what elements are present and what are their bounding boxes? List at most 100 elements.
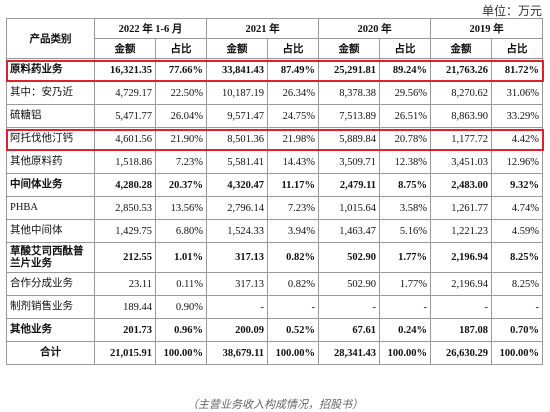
cell: 0.24% (379, 318, 431, 342)
cell: 1,518.86 (94, 150, 156, 174)
cell: 3,509.71 (318, 150, 380, 174)
cell: 4,280.28 (94, 173, 156, 197)
row-label: 原料药业务 (6, 58, 95, 82)
cell: 4.42% (491, 127, 543, 151)
cell: 3.94% (267, 219, 319, 243)
subheader: 金额 (94, 38, 156, 59)
cell: - (318, 295, 380, 319)
cell: 10,187.19 (206, 81, 268, 105)
cell: 20.37% (155, 173, 207, 197)
year-header: 2021 年 (206, 18, 319, 39)
row-label: 硫糖铝 (6, 104, 95, 128)
cell: 89.24% (379, 58, 431, 82)
cell: 8.25% (491, 272, 543, 296)
data-row: 合计 21,015.91 100.00% 38,679.11 100.00% 28,341… (6, 341, 543, 365)
cell: 187.08 (430, 318, 492, 342)
cell: - (267, 295, 319, 319)
header-row: 产品类别 2022 年 1-6 月 2021 年 2020 年 2019 年 (6, 18, 543, 59)
cell: 12.38% (379, 150, 431, 174)
cell: 5,581.41 (206, 150, 268, 174)
cell: 317.13 (206, 242, 268, 273)
cell: 21.90% (155, 127, 207, 151)
cell: 26,630.29 (430, 341, 492, 365)
cell: 14.43% (267, 150, 319, 174)
cell: 1,463.47 (318, 219, 380, 243)
cell: 4.59% (491, 219, 543, 243)
cell: 7.23% (155, 150, 207, 174)
cell: 8.75% (379, 173, 431, 197)
cell: 0.11% (155, 272, 207, 296)
data-row: 其他中间体 1,429.75 6.80% 1,524.33 3.94% 1,463.47 5… (6, 219, 543, 243)
row-label: 阿托伐他汀钙 (6, 127, 95, 151)
cell: 77.66% (155, 58, 207, 82)
cell: 9,571.47 (206, 104, 268, 128)
cell: 26.04% (155, 104, 207, 128)
cell: 100.00% (155, 341, 207, 365)
subheader: 占比 (267, 38, 319, 59)
cell: 1.77% (379, 242, 431, 273)
cell: 317.13 (206, 272, 268, 296)
cell: 5,471.77 (94, 104, 156, 128)
data-row: 草酸艾司西酞普兰片业务 212.55 1.01% 317.13 0.82% 502.90 1… (6, 242, 543, 273)
cell: 2,479.11 (318, 173, 380, 197)
cell: 1,015.64 (318, 196, 380, 220)
cell: 0.96% (155, 318, 207, 342)
row-label: 中间体业务 (6, 173, 95, 197)
data-row: 其他原料药 1,518.86 7.23% 5,581.41 14.43% 3,509.71… (6, 150, 543, 174)
year-header: 2019 年 (430, 18, 543, 39)
cell: 21.98% (267, 127, 319, 151)
cell: 502.90 (318, 242, 380, 273)
cell: 8,270.62 (430, 81, 492, 105)
data-row: 原料药业务 16,321.35 77.66% 33,841.43 87.49% 25,29… (6, 58, 543, 82)
cell: - (491, 295, 543, 319)
cell: 22.50% (155, 81, 207, 105)
cell: 8.25% (491, 242, 543, 273)
cell: 4.74% (491, 196, 543, 220)
cell: 1.77% (379, 272, 431, 296)
subheader: 金额 (318, 38, 380, 59)
cell: 81.72% (491, 58, 543, 82)
cell: 12.96% (491, 150, 543, 174)
cell: 26.34% (267, 81, 319, 105)
cell: 2,196.94 (430, 272, 492, 296)
cell: 7.23% (267, 196, 319, 220)
row-label: 其他中间体 (6, 219, 95, 243)
cell: 21,763.26 (430, 58, 492, 82)
cell: 2,850.53 (94, 196, 156, 220)
cell: 31.06% (491, 81, 543, 105)
cell: 4,320.47 (206, 173, 268, 197)
cell: 11.17% (267, 173, 319, 197)
subheader: 占比 (155, 38, 207, 59)
cell: 2,483.00 (430, 173, 492, 197)
cell: 13.56% (155, 196, 207, 220)
data-row: 其中：安乃近 4,729.17 22.50% 10,187.19 26.34% 8,378… (6, 81, 543, 105)
row-label: 合作分成业务 (6, 272, 95, 296)
subheader-row: 金额 占比 金额 占比 金额 占比 金额 占比 (7, 38, 543, 59)
cell: 33,841.43 (206, 58, 268, 82)
row-label: 其他原料药 (6, 150, 95, 174)
cell: 7,513.89 (318, 104, 380, 128)
cell: 212.55 (94, 242, 156, 273)
data-row: 中间体业务 4,280.28 20.37% 4,320.47 11.17% 2,479.1… (6, 173, 543, 197)
cell: 23.11 (94, 272, 156, 296)
row-label: 合计 (6, 341, 95, 365)
caption: （主营业务收入构成情况，招股书） (187, 398, 363, 411)
cell: 21,015.91 (94, 341, 156, 365)
cell: 4,729.17 (94, 81, 156, 105)
cell: 6.80% (155, 219, 207, 243)
cell: 3.58% (379, 196, 431, 220)
cell: 9.32% (491, 173, 543, 197)
cell: 25,291.81 (318, 58, 380, 82)
row-label: 制剂销售业务 (6, 295, 95, 319)
cell: 4,601.56 (94, 127, 156, 151)
cell: 1.01% (155, 242, 207, 273)
cell: 0.70% (491, 318, 543, 342)
cell: 100.00% (379, 341, 431, 365)
year-header: 2020 年 (318, 18, 431, 39)
cell: 189.44 (94, 295, 156, 319)
cell: 0.82% (267, 272, 319, 296)
data-row: 其他业务 201.73 0.96% 200.09 0.52% 67.61 0.24% 187.… (6, 318, 543, 342)
cell: 8,501.36 (206, 127, 268, 151)
row-label: 草酸艾司西酞普兰片业务 (6, 242, 95, 273)
cell: 26.51% (379, 104, 431, 128)
